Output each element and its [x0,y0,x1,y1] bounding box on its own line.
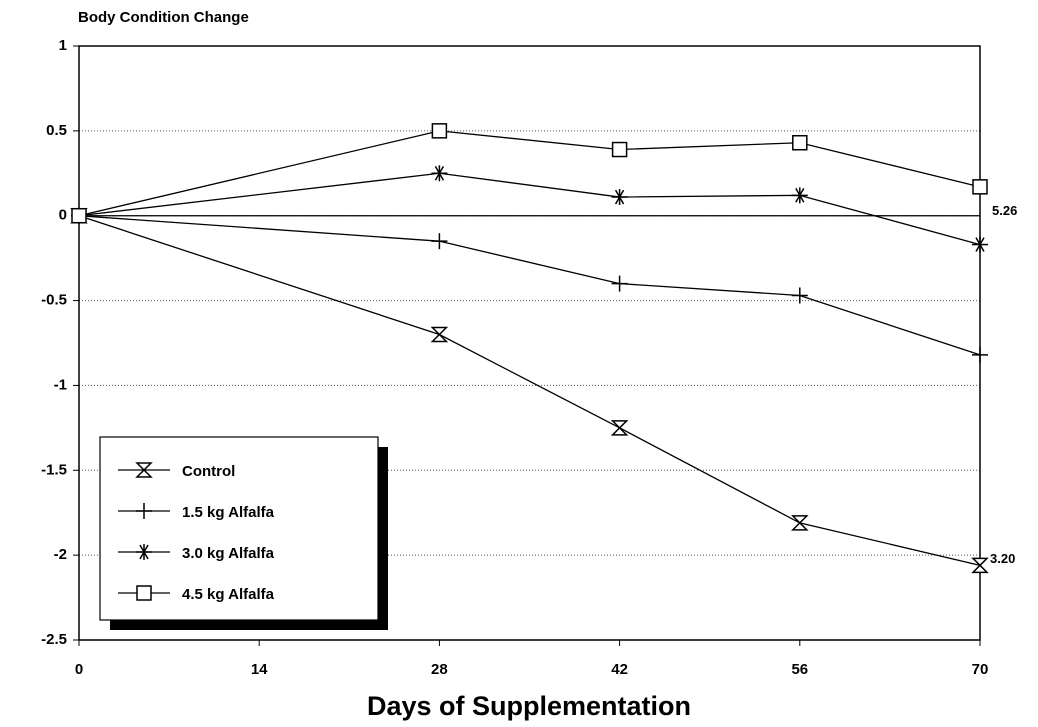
marker [972,179,988,195]
y-tick-label: -2.5 [41,631,67,648]
x-tick-label: 70 [972,661,989,678]
x-axis-label: Days of Supplementation [367,691,691,721]
marker-hourglass [135,462,153,478]
marker-hourglass [790,515,809,531]
annotation: 5.26 [992,203,1017,218]
y-tick-label: -1 [54,376,67,393]
marker [610,420,629,436]
marker [430,326,449,343]
y-tick-label: 0.5 [46,122,67,139]
x-tick-label: 14 [251,661,268,678]
y-tick-label: -1.5 [41,461,67,478]
marker [431,233,448,250]
series-line [78,215,981,356]
marker-square [71,207,87,224]
marker [611,141,628,158]
plot-frame [78,45,981,641]
marker-hourglass [971,557,989,574]
marker [792,134,808,151]
marker-square [136,585,152,601]
marker [431,123,448,139]
marker-square [972,179,988,195]
marker [611,275,628,292]
y-tick-label: 1 [59,37,67,54]
marker [972,236,988,253]
marker [971,557,989,574]
marker-square [431,123,448,139]
chart-title: Body Condition Change [78,9,249,26]
y-tick-label: 0 [59,207,67,224]
x-tick-label: 56 [791,661,808,678]
marker [135,462,153,478]
legend-label: 3.0 kg Alfalfa [182,545,275,562]
marker [136,503,152,519]
marker [136,585,152,601]
marker [71,207,87,224]
marker [791,187,808,204]
x-tick-label: 42 [611,661,628,678]
y-tick-label: -2 [54,546,67,563]
marker [611,189,628,206]
marker [136,544,152,560]
marker [972,346,988,363]
x-tick-label: 0 [75,661,83,678]
marker-square [611,141,628,158]
annotation: 3.20 [990,551,1015,566]
legend-label: 4.5 kg Alfalfa [182,586,275,603]
y-tick-label: -0.5 [41,292,67,309]
legend-label: Control [182,463,235,480]
marker [790,515,809,531]
marker [431,165,448,182]
marker-hourglass [610,420,629,436]
marker-square [792,134,808,151]
x-tick-label: 28 [431,661,448,678]
marker-hourglass [430,326,449,343]
marker [791,287,808,304]
legend-label: 1.5 kg Alfalfa [182,504,275,521]
series-line [78,130,981,217]
